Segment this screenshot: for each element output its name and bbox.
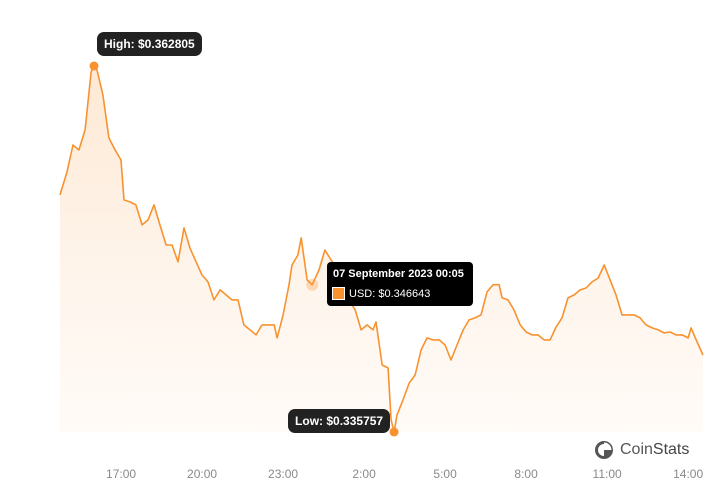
high-price-label: High: $0.362805 [97,32,202,56]
x-tick-label: 14:00 [673,467,703,481]
low-price-label: Low: $0.335757 [288,409,391,433]
high-point-marker[interactable] [89,61,99,71]
tooltip-value: USD: $0.346643 [349,288,431,300]
hover-point-halo [306,278,319,291]
x-tick-label: 11:00 [593,467,622,481]
coinstats-pie-icon [595,441,613,459]
x-tick-label: 17:00 [106,467,136,481]
x-tick-label: 5:00 [433,467,457,481]
tooltip-date: 07 September 2023 00:05 [333,268,464,280]
x-tick-label: 20:00 [187,467,217,481]
x-tick-label: 2:00 [352,467,376,481]
hover-tooltip: 07 September 2023 00:05 USD: $0.346643 [327,262,473,306]
low-point-marker[interactable] [389,427,399,437]
series-swatch-icon [332,287,345,300]
x-tick-label: 8:00 [514,467,538,481]
price-area-fill [60,66,703,432]
coinstats-logo[interactable]: CoinStats [594,440,689,460]
brand-name-bold: Stats [652,441,690,458]
x-tick-label: 23:00 [268,467,298,481]
brand-name-light: Coin [620,441,653,458]
price-line [59,65,704,433]
